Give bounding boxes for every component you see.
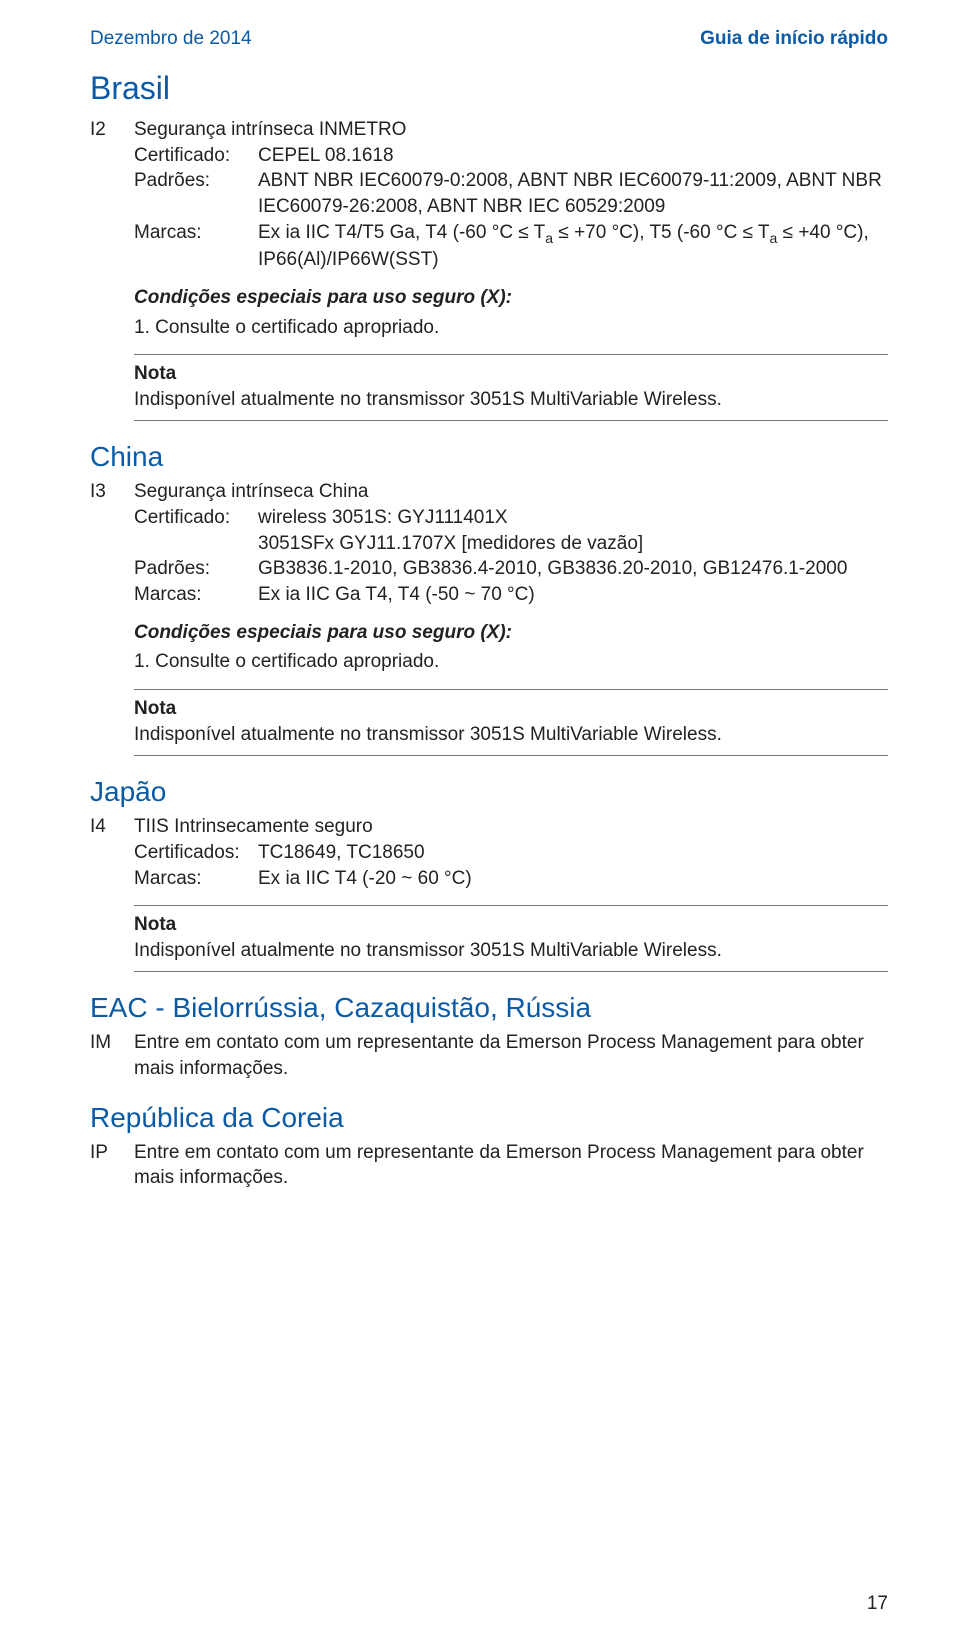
page: Dezembro de 2014 Guia de início rápido B… bbox=[0, 0, 960, 1647]
note-block: Nota Indisponível atualmente no transmis… bbox=[134, 354, 888, 421]
marks-seg-3: ≤ +40 °C), bbox=[777, 222, 868, 243]
note-label: Nota bbox=[134, 361, 888, 387]
section-title-coreia: República da Coreia bbox=[90, 1102, 888, 1134]
standards-row: Padrões: GB3836.1-2010, GB3836.4-2010, G… bbox=[134, 556, 888, 582]
cert-value: CEPEL 08.1618 bbox=[258, 143, 888, 169]
section-title-brasil: Brasil bbox=[90, 70, 888, 107]
entry-ip: IP Entre em contato com um representante… bbox=[90, 1140, 888, 1191]
entry-body: Segurança intrínseca INMETRO Certificado… bbox=[134, 117, 888, 421]
cert-label: Certificados: bbox=[134, 840, 252, 866]
entry-code: I2 bbox=[90, 117, 134, 143]
marks-seg-1: Ex ia IIC T4/T5 Ga, T4 (-60 °C ≤ T bbox=[258, 222, 545, 243]
marks-sub-1: a bbox=[545, 229, 553, 245]
entry-i4: I4 TIIS Intrinsecamente seguro Certifica… bbox=[90, 814, 888, 972]
standards-label: Padrões: bbox=[134, 168, 252, 194]
standards-row: Padrões: ABNT NBR IEC60079-0:2008, ABNT … bbox=[134, 168, 888, 219]
conditions-item: 1. Consulte o certificado apropriado. bbox=[134, 315, 888, 341]
entry-body: Entre em contato com um representante da… bbox=[134, 1140, 888, 1191]
section-title-china: China bbox=[90, 441, 888, 473]
note-text: Indisponível atualmente no transmissor 3… bbox=[134, 387, 888, 413]
running-header: Dezembro de 2014 Guia de início rápido bbox=[90, 28, 888, 50]
cert-value: wireless 3051S: GYJ111401X 3051SFx GYJ11… bbox=[258, 505, 888, 556]
entry-name: TIIS Intrinsecamente seguro bbox=[134, 814, 888, 840]
cert-value: TC18649, TC18650 bbox=[258, 840, 888, 866]
marks-value: Ex ia IIC T4/T5 Ga, T4 (-60 °C ≤ Ta ≤ +7… bbox=[258, 220, 888, 273]
marks-label: Marcas: bbox=[134, 220, 252, 246]
note-block: Nota Indisponível atualmente no transmis… bbox=[134, 689, 888, 756]
entry-body: Segurança intrínseca China Certificado: … bbox=[134, 479, 888, 756]
cert-row: Certificado: wireless 3051S: GYJ111401X … bbox=[134, 505, 888, 556]
header-title: Guia de início rápido bbox=[700, 28, 888, 50]
cert-line1: wireless 3051S: GYJ111401X bbox=[258, 505, 888, 531]
marks-value: Ex ia IIC T4 (-20 ~ 60 °C) bbox=[258, 866, 888, 892]
note-block: Nota Indisponível atualmente no transmis… bbox=[134, 905, 888, 972]
entry-code: IP bbox=[90, 1140, 134, 1166]
marks-label: Marcas: bbox=[134, 866, 252, 892]
cert-label: Certificado: bbox=[134, 143, 252, 169]
marks-row: Marcas: Ex ia IIC Ga T4, T4 (-50 ~ 70 °C… bbox=[134, 582, 888, 608]
cert-row: Certificado: CEPEL 08.1618 bbox=[134, 143, 888, 169]
note-label: Nota bbox=[134, 696, 888, 722]
entry-code: IM bbox=[90, 1030, 134, 1056]
note-text: Indisponível atualmente no transmissor 3… bbox=[134, 722, 888, 748]
entry-i2: I2 Segurança intrínseca INMETRO Certific… bbox=[90, 117, 888, 421]
cert-label: Certificado: bbox=[134, 505, 252, 531]
entry-code: I3 bbox=[90, 479, 134, 505]
entry-name: Segurança intrínseca INMETRO bbox=[134, 117, 888, 143]
marks-value: Ex ia IIC Ga T4, T4 (-50 ~ 70 °C) bbox=[258, 582, 888, 608]
entry-i3: I3 Segurança intrínseca China Certificad… bbox=[90, 479, 888, 756]
standards-label: Padrões: bbox=[134, 556, 252, 582]
marks-seg-2: ≤ +70 °C), T5 (-60 °C ≤ T bbox=[553, 222, 769, 243]
entry-im: IM Entre em contato com um representante… bbox=[90, 1030, 888, 1081]
section-title-eac: EAC - Bielorrússia, Cazaquistão, Rússia bbox=[90, 992, 888, 1024]
conditions-title: Condições especiais para uso seguro (X): bbox=[134, 285, 888, 311]
entry-body: TIIS Intrinsecamente seguro Certificados… bbox=[134, 814, 888, 972]
conditions-title: Condições especiais para uso seguro (X): bbox=[134, 620, 888, 646]
marks-line2: IP66(Al)/IP66W(SST) bbox=[258, 247, 888, 273]
marks-label: Marcas: bbox=[134, 582, 252, 608]
entry-name: Segurança intrínseca China bbox=[134, 479, 888, 505]
cert-line2: 3051SFx GYJ11.1707X [medidores de vazão] bbox=[258, 531, 888, 557]
page-number: 17 bbox=[867, 1593, 888, 1615]
note-text: Indisponível atualmente no transmissor 3… bbox=[134, 938, 888, 964]
conditions-item: 1. Consulte o certificado apropriado. bbox=[134, 649, 888, 675]
entry-body: Entre em contato com um representante da… bbox=[134, 1030, 888, 1081]
marks-row: Marcas: Ex ia IIC T4 (-20 ~ 60 °C) bbox=[134, 866, 888, 892]
note-label: Nota bbox=[134, 912, 888, 938]
standards-value: GB3836.1-2010, GB3836.4-2010, GB3836.20-… bbox=[258, 556, 888, 582]
entry-code: I4 bbox=[90, 814, 134, 840]
cert-row: Certificados: TC18649, TC18650 bbox=[134, 840, 888, 866]
marks-row: Marcas: Ex ia IIC T4/T5 Ga, T4 (-60 °C ≤… bbox=[134, 220, 888, 273]
header-date: Dezembro de 2014 bbox=[90, 28, 252, 50]
standards-value: ABNT NBR IEC60079-0:2008, ABNT NBR IEC60… bbox=[258, 168, 888, 219]
section-title-japao: Japão bbox=[90, 776, 888, 808]
